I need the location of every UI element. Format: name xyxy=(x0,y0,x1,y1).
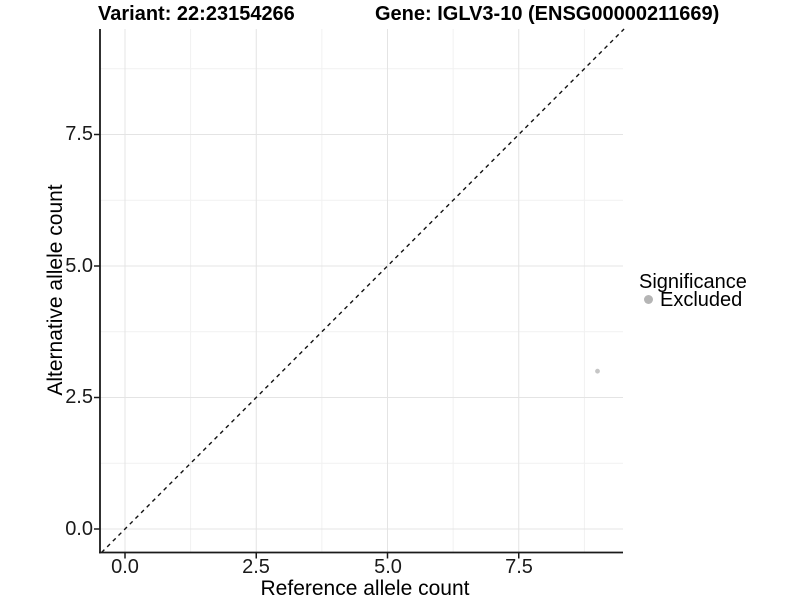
x-tick-label-7-5: 7.5 xyxy=(505,556,533,578)
identity-reference-line xyxy=(101,28,625,553)
x-tick-label-0-0: 0.0 xyxy=(111,556,139,578)
y-tick-label-2-5: 2.5 xyxy=(65,386,93,408)
data-point xyxy=(595,368,600,374)
y-axis-title: Alternative allele count xyxy=(44,184,67,396)
legend-item-excluded: Excluded xyxy=(660,289,743,311)
x-tick-label-5-0: 5.0 xyxy=(374,556,402,578)
y-tick-label-5-0: 5.0 xyxy=(65,255,93,277)
plot-title-gene: Gene: IGLV3-10 (ENSG00000211669) xyxy=(375,3,720,25)
y-tick-label-7-5: 7.5 xyxy=(65,123,93,145)
x-tick-label-2-5: 2.5 xyxy=(242,556,270,578)
legend-key-dot-icon xyxy=(644,295,653,304)
y-tick-label-0-0: 0.0 xyxy=(65,518,93,540)
plot-title-variant: Variant: 22:23154266 xyxy=(98,3,295,25)
legend-title: Significance xyxy=(639,271,747,293)
x-axis-title: Reference allele count xyxy=(260,577,470,600)
